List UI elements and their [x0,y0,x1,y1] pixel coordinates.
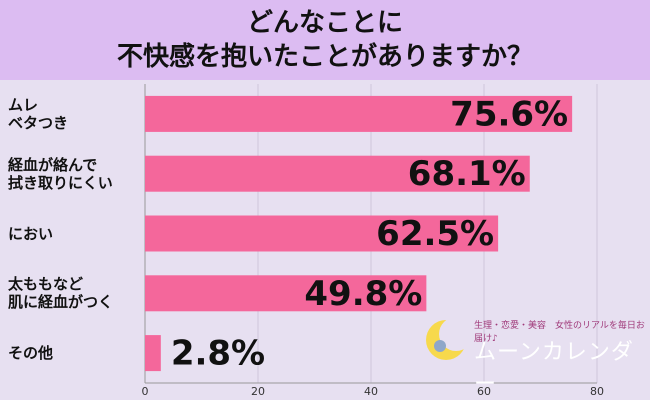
x-tick-label: 80 [590,385,604,398]
category-label: ムレ ベタつき [8,95,69,132]
bar [145,95,573,132]
x-tick-label: 0 [142,385,149,398]
bar [145,155,530,192]
bar [145,335,161,372]
value-label: 2.8% [171,334,265,374]
chart-title: どんなことに 不快感を抱いたことがありますか？ [116,8,533,72]
category-label: 太ももなど 肌に経血がつく [8,275,114,312]
category-label: その他 [8,344,54,363]
value-label: 49.8% [304,274,422,314]
logo-text: ムーンカレンダー [474,340,634,397]
category-label: におい [8,224,54,243]
bar [145,215,499,252]
value-label: 75.6% [450,94,568,134]
bar [145,275,427,312]
category-label: 経血が絡んで 拭き取りにくい [8,155,113,192]
logo-icon [426,317,473,360]
x-tick-label: 40 [364,385,378,398]
tagline: 生理・恋愛・美容 女性のリアルを毎日お届け♪ [474,321,645,344]
x-tick-label: 20 [251,385,265,398]
value-label: 68.1% [408,154,526,194]
x-tick-label: 60 [477,385,491,398]
title-band [0,0,650,80]
value-label: 62.5% [376,214,494,254]
